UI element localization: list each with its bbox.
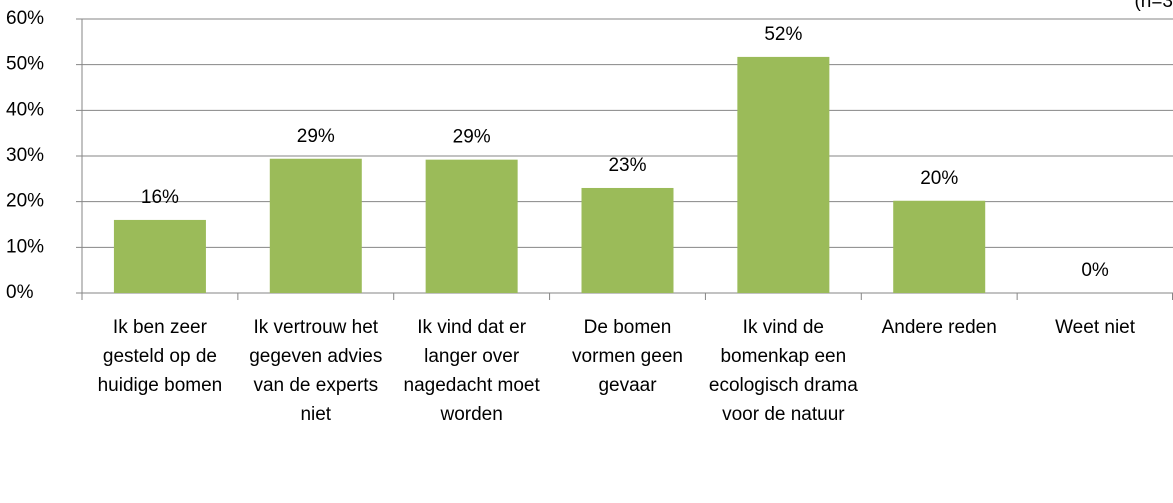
x-tick-label: Ik ben zeer gesteld op de huidige bomen — [97, 317, 223, 396]
bar — [269, 158, 362, 293]
bar — [581, 187, 674, 293]
x-tick-label: Andere reden — [881, 317, 997, 338]
y-tick-label: 20% — [6, 191, 44, 212]
y-tick-label: 10% — [6, 236, 44, 257]
x-tick-label: Weet niet — [1055, 317, 1136, 338]
annotation: (n=3 — [1134, 0, 1173, 12]
data-label: 20% — [920, 168, 958, 189]
data-label: 0% — [1081, 260, 1109, 281]
x-tick-label: De bomen vormen geen gevaar — [572, 317, 683, 396]
data-label: 23% — [608, 155, 646, 176]
data-label: 16% — [141, 187, 179, 208]
bar — [113, 219, 206, 293]
y-tick-label: 0% — [6, 282, 34, 303]
data-label: 29% — [297, 126, 335, 147]
y-tick-label: 30% — [6, 145, 44, 166]
x-tick-label: Ik vind dat er langer over nagedacht moe… — [403, 317, 540, 425]
y-tick-label: 60% — [6, 8, 44, 29]
bar — [425, 159, 518, 293]
x-tick-label: Ik vertrouw het gegeven advies van de ex… — [249, 317, 383, 425]
bar — [893, 200, 986, 293]
y-tick-label: 50% — [6, 54, 44, 75]
data-label: 29% — [453, 127, 491, 148]
y-tick-label: 40% — [6, 99, 44, 120]
data-label: 52% — [764, 24, 802, 45]
x-tick-label: Ik vind de bomenkap een ecologisch drama… — [708, 317, 858, 425]
bar — [737, 56, 830, 293]
